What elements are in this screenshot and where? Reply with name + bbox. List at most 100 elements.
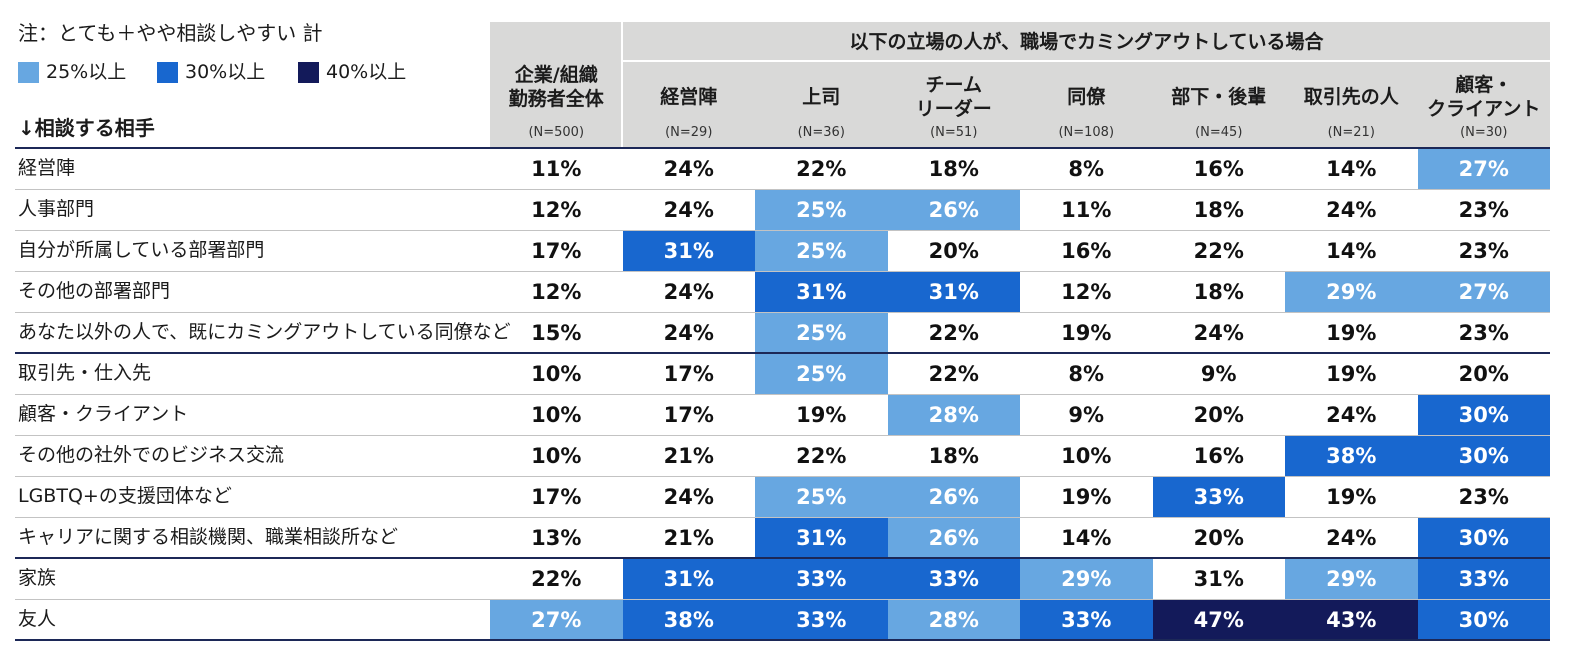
value-cell: 8% [1068,157,1105,181]
column-sample-size: (N=500) [528,125,585,140]
value-cell: 10% [531,444,582,468]
position-column-header: 同僚 (N=108) [1020,22,1153,148]
value-cell: 19% [1061,485,1112,509]
value-cell: 18% [1193,280,1244,304]
value-cell: 19% [1326,362,1377,386]
value-cell: 31% [1193,567,1244,591]
row-label: あなた以外の人で、既にカミングアウトしている同僚など [18,321,511,343]
value-cell: 23% [1458,198,1509,222]
value-cell: 29% [1285,559,1418,599]
column-header-line: 経営陣 [660,85,718,108]
value-cell: 20% [1458,362,1509,386]
column-header-label: 経営陣 [623,66,756,127]
column-header-label: 顧客・ クライアント [1418,66,1551,127]
value-cell: 20% [928,239,979,263]
value-cell: 31% [755,518,888,558]
legend-item-30: 30%以上 [157,60,265,84]
value-cell: 33% [887,559,1020,599]
value-cell: 24% [1193,321,1244,345]
value-cell: 9% [1068,403,1105,427]
column-header-line: クライアント [1427,97,1541,120]
value-cell: 27% [1417,149,1550,189]
group-divider-line [15,352,1550,354]
row-divider-line [15,476,1550,477]
row-label: 顧客・クライアント [18,403,189,425]
legend-label-25: 25%以上 [46,61,127,83]
value-cell: 13% [531,526,582,550]
table-row: 自分が所属している部署部門 17% 31% 25% 20% 16% 22% 14% 23% [0,230,1570,271]
value-cell: 18% [1193,198,1244,222]
value-cell: 33% [1152,477,1285,517]
column-header-label: 取引先の人 [1285,66,1418,127]
position-column-header: 部下・後輩 (N=45) [1153,22,1286,148]
value-cell: 19% [796,403,847,427]
value-cell: 23% [1458,485,1509,509]
value-cell: 27% [1417,272,1550,312]
value-cell: 33% [1417,559,1550,599]
value-cell: 24% [1326,403,1377,427]
table-row: その他の部署部門 12% 24% 31% 31% 12% 18% 29% 27% [0,271,1570,312]
row-divider-line [15,230,1550,231]
value-cell: 24% [663,321,714,345]
column-sample-size: (N=51) [930,125,978,140]
value-cell: 38% [1285,436,1418,476]
value-cell: 22% [928,362,979,386]
legend-swatch-25 [18,61,39,83]
row-label: 経営陣 [18,157,76,179]
group-divider-line [15,639,1550,641]
value-cell: 28% [887,600,1020,640]
row-divider-line [15,517,1550,518]
value-cell: 18% [928,157,979,181]
value-cell: 25% [755,190,888,230]
row-label: その他の部署部門 [18,280,171,302]
value-cell: 33% [755,559,888,599]
column-header-line: チーム [925,73,982,96]
overall-column-header: 企業/組織 勤務者全体 (N=500) [490,22,623,148]
row-divider-line [15,312,1550,313]
column-header-line: 勤務者全体 [508,88,604,110]
position-column-header: チーム リーダー (N=51) [888,22,1021,148]
value-cell: 14% [1061,526,1112,550]
value-cell: 22% [796,444,847,468]
value-cell: 27% [490,600,623,640]
value-cell: 17% [663,362,714,386]
legend-swatch-40 [298,61,319,83]
row-divider-line [15,271,1550,272]
legend-item-40: 40%以上 [298,60,406,84]
row-label: 友人 [18,608,57,630]
value-cell: 24% [663,280,714,304]
table-row: 家族 22% 31% 33% 33% 29% 31% 29% 33% [0,558,1570,599]
value-cell: 16% [1193,444,1244,468]
value-cell: 28% [887,395,1020,435]
column-header-line: 企業/組織 [514,64,598,86]
value-cell: 38% [622,600,755,640]
row-label: 家族 [18,567,57,589]
row-divider-line [15,189,1550,190]
value-cell: 25% [755,477,888,517]
column-header-label: 部下・後輩 [1153,66,1286,127]
value-cell: 16% [1193,157,1244,181]
column-header-line: 同僚 [1067,85,1106,108]
value-cell: 26% [887,190,1020,230]
column-header-line: 取引先の人 [1303,85,1399,108]
column-sample-size: (N=108) [1058,125,1115,140]
value-cell: 24% [663,198,714,222]
table-row: 人事部門 12% 24% 25% 26% 11% 18% 24% 23% [0,189,1570,230]
value-cell: 31% [622,559,755,599]
value-cell: 30% [1417,395,1550,435]
value-cell: 11% [1061,198,1112,222]
position-column-header: 取引先の人 (N=21) [1285,22,1418,148]
value-cell: 31% [887,272,1020,312]
legend: 25%以上 30%以上 40%以上 [18,60,438,84]
table-row: 顧客・クライアント 10% 17% 19% 28% 9% 20% 24% 30% [0,394,1570,435]
value-cell: 10% [531,362,582,386]
value-cell: 22% [796,157,847,181]
value-cell: 26% [887,518,1020,558]
value-cell: 14% [1326,157,1377,181]
chart-note: 注：とても＋やや相談しやすい 計 [18,21,323,45]
column-sample-size: (N=30) [1460,125,1508,140]
value-cell: 23% [1458,239,1509,263]
header-horizontal-divider [623,60,1550,62]
value-cell: 25% [755,313,888,353]
value-cell: 22% [531,567,582,591]
